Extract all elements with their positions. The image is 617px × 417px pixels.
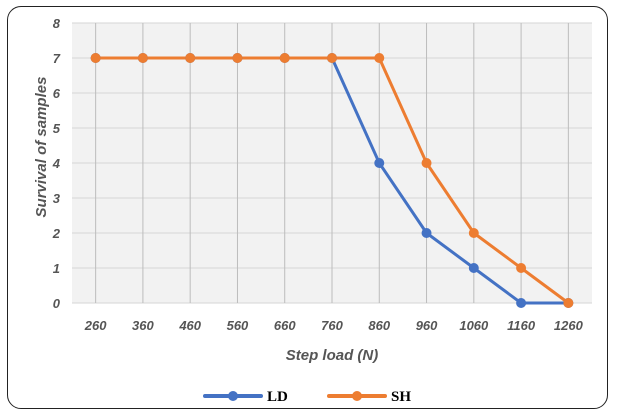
data-point-sh [327,53,337,63]
y-tick-label: 1 [53,261,60,276]
legend-label-ld: LD [267,389,288,405]
data-point-ld [468,263,479,273]
y-tick-label: 3 [53,191,61,206]
legend-marker-ld [228,391,238,401]
x-tick-label: 1260 [554,318,584,333]
data-point-ld [516,298,527,308]
x-tick-label: 660 [274,318,296,333]
x-tick-label: 1060 [459,318,489,333]
data-point-sh [421,158,432,168]
y-tick-label: 5 [53,121,61,136]
y-axis-title: Survival of samples [33,77,50,218]
data-point-sh [90,53,101,63]
data-point-sh [232,53,243,63]
y-tick-label: 7 [53,51,61,66]
y-tick-label: 6 [53,86,61,101]
x-tick-label: 760 [321,318,343,333]
legend-label-sh: SH [391,389,411,405]
series-layer [90,53,574,308]
x-axis-ticks: 260 360 460 560 660 760 860 960 1060 1160 1260 [84,318,584,333]
data-point-sh [468,228,479,238]
legend: LD SH [203,389,411,405]
data-point-sh [185,53,196,63]
y-tick-label: 2 [52,226,61,241]
data-point-ld [421,228,432,238]
y-tick-label: 8 [53,16,61,31]
x-axis-title: Step load (N) [286,347,379,364]
x-tick-label: 960 [416,318,438,333]
x-tick-label: 460 [178,318,201,333]
data-point-sh [279,53,290,63]
legend-marker-sh [352,391,362,401]
data-point-sh [516,263,527,273]
x-tick-label: 360 [132,318,154,333]
x-tick-label: 1160 [507,318,536,333]
x-tick-label: 860 [368,318,390,333]
data-point-ld [374,158,385,168]
y-tick-label: 4 [52,156,61,171]
y-axis-ticks: 0 1 2 3 4 5 6 7 8 [52,16,61,311]
data-point-sh [374,53,385,63]
data-point-sh [137,53,148,63]
y-tick-label: 0 [53,296,61,311]
data-point-sh [563,298,574,308]
x-tick-label: 260 [84,318,107,333]
x-tick-label: 560 [227,318,249,333]
